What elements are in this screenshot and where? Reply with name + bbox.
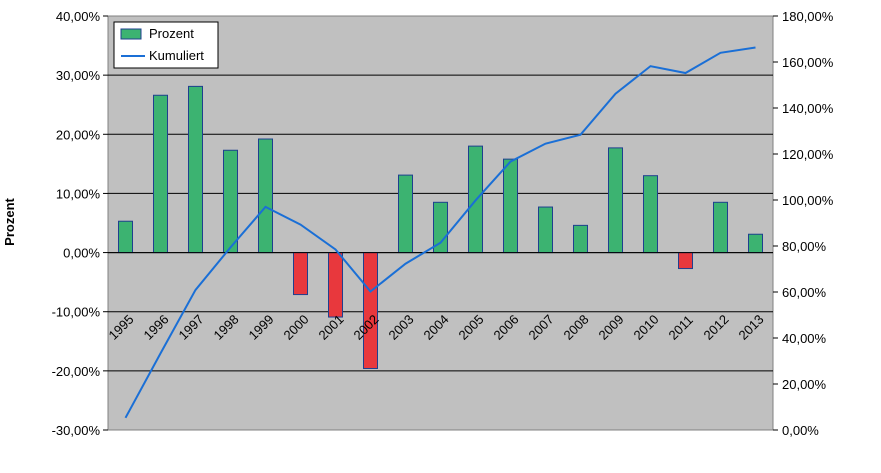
left-axis-ticks: -30,00% -20,00% -10,00% 0,00% 10,00% 20,00% 30… bbox=[52, 9, 108, 438]
bar-1995 bbox=[118, 220, 133, 254]
left-tick-label: -10,00% bbox=[52, 305, 101, 320]
bar-2012 bbox=[713, 201, 728, 254]
bar-1998 bbox=[223, 149, 238, 254]
legend-label-kumuliert: Kumuliert bbox=[149, 48, 204, 63]
right-tick-label: 0,00% bbox=[782, 423, 819, 438]
right-tick-label: 100,00% bbox=[782, 193, 834, 208]
legend-label-prozent: Prozent bbox=[149, 26, 194, 41]
left-tick-label: 20,00% bbox=[56, 127, 101, 142]
left-tick-label: 30,00% bbox=[56, 68, 101, 83]
bar-2011 bbox=[678, 252, 693, 270]
bar-1999 bbox=[258, 138, 273, 254]
y-axis-title: Prozent bbox=[2, 197, 17, 245]
right-tick-label: 120,00% bbox=[782, 147, 834, 162]
bar-2007 bbox=[538, 206, 553, 254]
bar-2003 bbox=[398, 174, 413, 254]
bar-1997 bbox=[188, 85, 203, 254]
legend: Prozent Kumuliert bbox=[113, 21, 219, 69]
cumulative-line-group bbox=[124, 46, 756, 419]
right-tick-label: 160,00% bbox=[782, 55, 834, 70]
bar-2013 bbox=[748, 233, 763, 254]
right-tick-label: 140,00% bbox=[782, 101, 834, 116]
left-tick-label: 10,00% bbox=[56, 186, 101, 201]
left-tick-label: 0,00% bbox=[63, 246, 100, 261]
bar-2008 bbox=[573, 224, 588, 254]
left-tick-label: 40,00% bbox=[56, 9, 101, 24]
bar-2009 bbox=[608, 147, 623, 254]
cumulative-line bbox=[124, 46, 756, 419]
bar-2000 bbox=[293, 252, 308, 296]
right-axis-ticks: 0,00% 20,00% 40,00% 60,00% 80,00% 100,00% 120,… bbox=[773, 9, 834, 438]
left-tick-label: -20,00% bbox=[52, 364, 101, 379]
right-tick-label: 40,00% bbox=[782, 331, 827, 346]
right-tick-label: 80,00% bbox=[782, 239, 827, 254]
bar-1996 bbox=[153, 94, 168, 254]
right-tick-label: 20,00% bbox=[782, 377, 827, 392]
bar-2006 bbox=[503, 158, 518, 254]
left-tick-label: -30,00% bbox=[52, 423, 101, 438]
bar-2010 bbox=[643, 175, 658, 254]
legend-swatch-prozent bbox=[120, 28, 142, 40]
bar-2001 bbox=[328, 252, 343, 318]
right-tick-label: 180,00% bbox=[782, 9, 834, 24]
right-tick-label: 60,00% bbox=[782, 285, 827, 300]
bar-2002 bbox=[363, 252, 378, 369]
